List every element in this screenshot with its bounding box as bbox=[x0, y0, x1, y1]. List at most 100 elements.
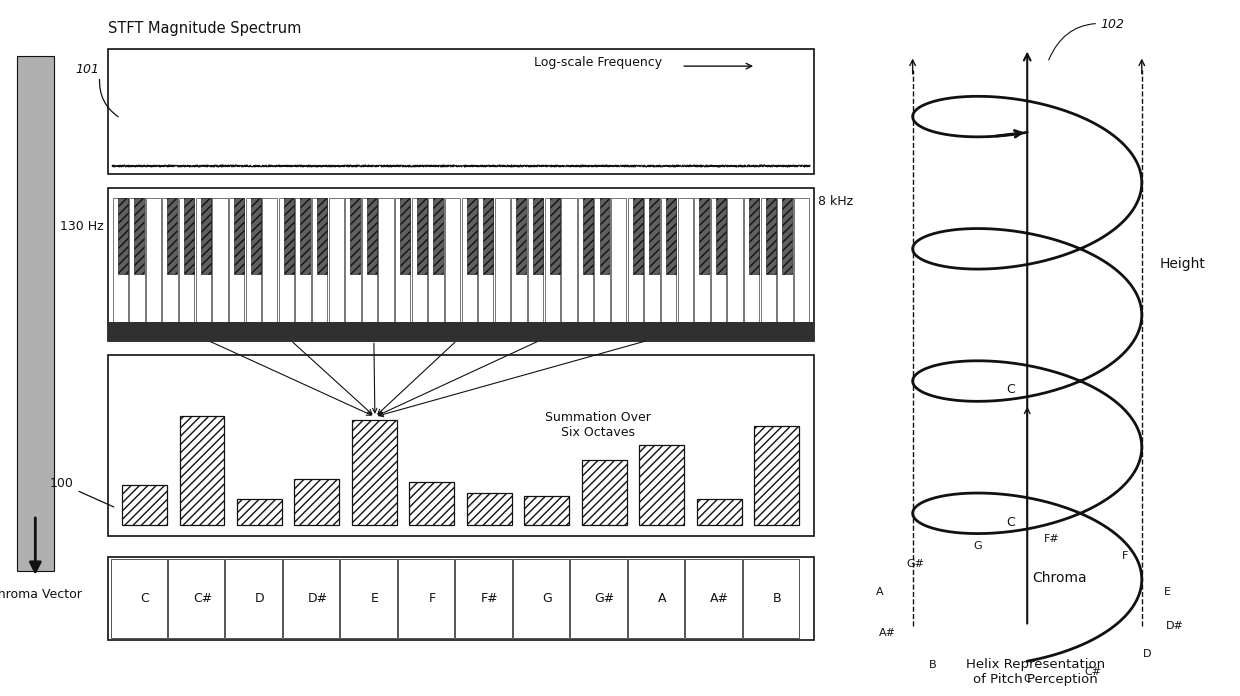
Bar bbox=[350, 198, 361, 274]
Bar bbox=[398, 559, 454, 638]
Bar bbox=[378, 198, 394, 324]
Bar bbox=[312, 198, 327, 324]
Text: C#: C# bbox=[1084, 667, 1101, 677]
Text: C: C bbox=[1007, 516, 1016, 528]
Text: B: B bbox=[929, 660, 937, 670]
Text: C: C bbox=[1007, 383, 1016, 396]
Bar bbox=[134, 198, 144, 274]
Bar bbox=[760, 198, 776, 324]
Bar bbox=[466, 493, 512, 525]
Bar bbox=[283, 559, 340, 638]
Bar bbox=[352, 420, 397, 525]
Bar bbox=[345, 198, 361, 324]
Bar bbox=[212, 198, 228, 324]
Text: A#: A# bbox=[711, 592, 729, 605]
Bar bbox=[794, 198, 810, 324]
Text: 102: 102 bbox=[1049, 18, 1125, 60]
Bar bbox=[650, 198, 660, 274]
Text: 8 kHz: 8 kHz bbox=[818, 196, 853, 208]
Bar bbox=[180, 416, 224, 525]
Bar bbox=[184, 198, 195, 274]
Bar bbox=[367, 198, 377, 274]
Bar bbox=[146, 198, 161, 324]
Bar bbox=[455, 559, 512, 638]
Bar bbox=[108, 188, 815, 341]
Text: F: F bbox=[1122, 551, 1128, 562]
Bar bbox=[484, 198, 494, 274]
Text: D#: D# bbox=[1166, 622, 1183, 631]
Bar bbox=[525, 496, 569, 525]
Bar bbox=[16, 56, 55, 571]
Bar bbox=[179, 198, 195, 324]
Text: D#: D# bbox=[308, 592, 327, 605]
Text: Summation Over
Six Octaves: Summation Over Six Octaves bbox=[546, 411, 651, 438]
Text: G#: G# bbox=[906, 559, 925, 569]
Text: F#: F# bbox=[1044, 535, 1060, 544]
Bar bbox=[196, 198, 211, 324]
Bar bbox=[417, 198, 427, 274]
Bar bbox=[528, 198, 543, 324]
Text: Log-scale Frequency: Log-scale Frequency bbox=[534, 56, 662, 69]
Bar bbox=[594, 198, 610, 324]
Bar bbox=[544, 198, 560, 324]
Bar bbox=[627, 198, 644, 324]
Text: G: G bbox=[973, 541, 982, 551]
Bar bbox=[110, 559, 167, 638]
Bar bbox=[108, 355, 815, 536]
Bar bbox=[428, 198, 444, 324]
Bar bbox=[513, 559, 569, 638]
Text: E: E bbox=[371, 592, 379, 605]
Bar bbox=[250, 198, 260, 274]
Bar bbox=[237, 499, 281, 525]
Bar bbox=[677, 198, 693, 324]
Bar bbox=[533, 198, 543, 274]
Bar bbox=[409, 482, 454, 525]
Bar bbox=[549, 198, 559, 274]
Bar bbox=[754, 426, 799, 525]
Bar bbox=[697, 499, 742, 525]
Bar bbox=[108, 557, 815, 640]
Bar bbox=[570, 559, 626, 638]
Text: G: G bbox=[542, 592, 552, 605]
Bar bbox=[466, 198, 476, 274]
Bar bbox=[495, 198, 510, 324]
Bar bbox=[765, 198, 776, 274]
Text: D: D bbox=[255, 592, 265, 605]
Bar bbox=[583, 198, 593, 274]
Text: Helix Representation
of Pitch Perception: Helix Representation of Pitch Perception bbox=[966, 658, 1105, 686]
Bar bbox=[699, 198, 709, 274]
Bar bbox=[562, 198, 577, 324]
Bar bbox=[169, 559, 224, 638]
Bar bbox=[627, 559, 684, 638]
Bar bbox=[162, 198, 177, 324]
Text: Height: Height bbox=[1159, 258, 1205, 271]
Text: G#: G# bbox=[595, 592, 615, 605]
Bar bbox=[511, 198, 527, 324]
Text: STFT Magnitude Spectrum: STFT Magnitude Spectrum bbox=[108, 21, 301, 36]
Bar bbox=[284, 198, 294, 274]
Text: F: F bbox=[429, 592, 436, 605]
Bar bbox=[578, 198, 593, 324]
Bar bbox=[715, 198, 725, 274]
Bar bbox=[661, 198, 676, 324]
Bar bbox=[401, 198, 410, 274]
Bar bbox=[295, 198, 311, 324]
Bar bbox=[279, 198, 294, 324]
Bar bbox=[113, 198, 128, 324]
Bar bbox=[262, 198, 278, 324]
Bar bbox=[744, 198, 759, 324]
Text: 100: 100 bbox=[50, 477, 114, 507]
Text: 101: 101 bbox=[76, 63, 99, 76]
Bar bbox=[611, 198, 626, 324]
Bar bbox=[412, 198, 427, 324]
Bar bbox=[645, 198, 660, 324]
Bar bbox=[694, 198, 709, 324]
Text: B: B bbox=[773, 592, 781, 605]
Bar bbox=[201, 198, 211, 274]
Bar bbox=[582, 459, 626, 525]
Text: C: C bbox=[140, 592, 149, 605]
Text: 130 Hz: 130 Hz bbox=[61, 220, 104, 232]
Bar bbox=[341, 559, 397, 638]
Bar bbox=[317, 198, 327, 274]
Bar bbox=[445, 198, 460, 324]
